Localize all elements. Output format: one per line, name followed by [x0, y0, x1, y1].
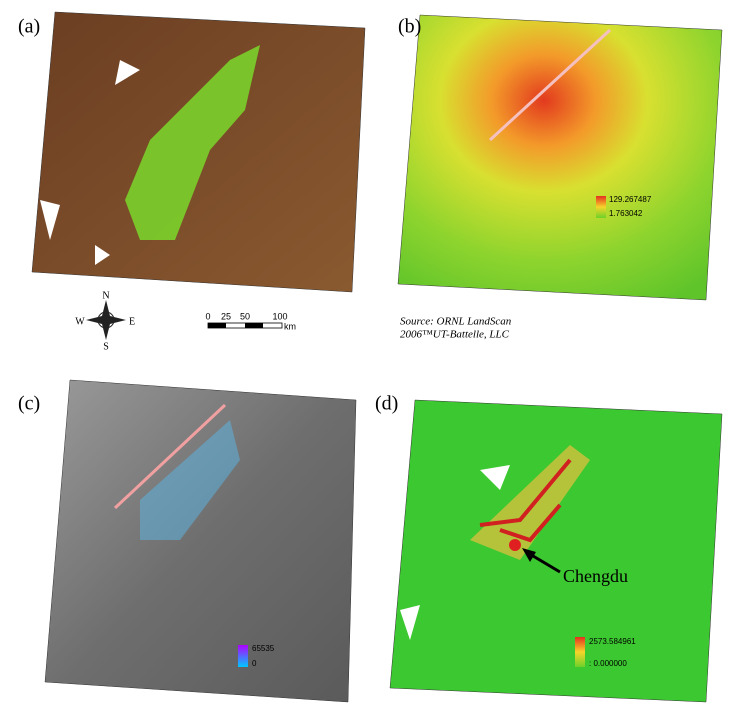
map-b [398, 15, 722, 300]
legend-max: 65535 [252, 644, 275, 653]
scale-tick: 0 [205, 311, 210, 321]
legend-min: 0 [252, 659, 257, 668]
scale-bar: 0 25 50 100 km [205, 311, 296, 331]
compass-e: E [129, 316, 135, 327]
panel-label: (d) [375, 393, 398, 415]
legend-ramp [596, 196, 606, 218]
figure: (a) (b) 129.267487 1.763042 N S E W 0 25… [0, 0, 739, 712]
map-d [390, 400, 722, 702]
panel-label: (a) [18, 16, 40, 38]
compass: N S E W [75, 290, 135, 352]
annotation: Chengdu [563, 566, 628, 586]
compass-s: S [103, 341, 109, 352]
scale-unit: km [284, 321, 296, 331]
source: Source: ORNL LandScan [400, 316, 512, 328]
panel-label: (b) [398, 16, 421, 38]
legend-min: : 0.000000 [589, 659, 627, 668]
source: 2006™UT-Battelle, LLC [400, 329, 510, 341]
compass-n: N [102, 290, 109, 301]
legend-ramp [575, 637, 585, 667]
scale-tick: 100 [272, 311, 287, 321]
panel-label: (c) [18, 393, 40, 415]
legend-min: 1.763042 [609, 209, 643, 218]
scale-tick: 25 [221, 311, 231, 321]
legend-max: 2573.584961 [589, 637, 636, 646]
chengdu-marker [509, 539, 521, 551]
compass-w: W [75, 316, 85, 327]
legend-ramp [238, 645, 248, 667]
legend-max: 129.267487 [609, 195, 652, 204]
scale-tick: 50 [240, 311, 250, 321]
